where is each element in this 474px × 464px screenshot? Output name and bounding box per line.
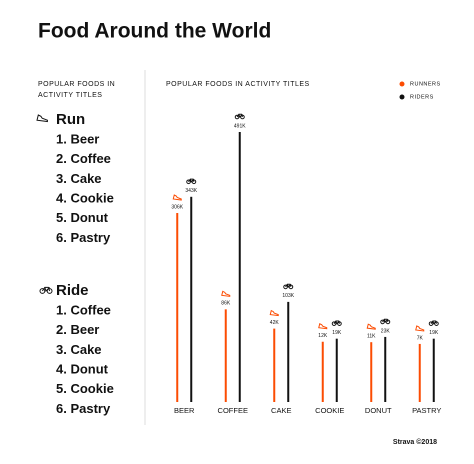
x-tick-label: DONUT <box>365 406 392 415</box>
bar <box>287 301 290 402</box>
list-item: 4. Cookie <box>56 191 114 206</box>
value-label: 86K <box>221 301 231 307</box>
bike-icon <box>380 318 391 325</box>
bike-wheel <box>283 284 288 290</box>
bike-frame <box>333 320 340 325</box>
value-label: 42K <box>270 320 280 326</box>
intro-line: ACTIVITY TITLES <box>38 92 102 99</box>
list-item: 1. Beer <box>56 131 99 146</box>
bar <box>273 328 276 402</box>
bike-wheel <box>191 179 197 185</box>
bike-wheel <box>234 114 240 120</box>
bar <box>370 342 373 402</box>
legend-swatch <box>399 94 405 100</box>
value-label: 491K <box>234 123 246 129</box>
list-item: 1. Coffee <box>56 302 111 317</box>
list-heading: Run <box>56 111 85 128</box>
value-label: 19K <box>429 330 439 336</box>
bar <box>418 343 421 402</box>
x-tick-label: COFFEE <box>218 406 248 415</box>
footer: Strava ©2018 <box>393 438 437 446</box>
bike-icon <box>428 320 439 326</box>
intro-line: POPULAR FOODS IN <box>38 81 115 88</box>
shoe-icon <box>415 325 425 332</box>
chart-title: POPULAR FOODS IN ACTIVITY TITLES <box>166 81 310 88</box>
bar <box>321 341 324 402</box>
list-item: 2. Coffee <box>56 151 111 166</box>
bike-frame <box>382 318 389 323</box>
x-tick-label: BEER <box>174 406 195 415</box>
bike-icon <box>283 283 294 290</box>
value-label: 23K <box>381 328 391 334</box>
bar <box>432 338 435 402</box>
shoe-icon <box>366 323 376 330</box>
bike-icon <box>186 178 197 185</box>
bar <box>384 336 387 402</box>
list-item: 6. Pastry <box>56 230 111 245</box>
shoe-icon <box>221 290 231 297</box>
bike-frame <box>430 320 437 325</box>
shoe-icon <box>172 194 182 201</box>
x-tick-label: COOKIE <box>315 406 344 415</box>
value-label: 306K <box>171 204 183 210</box>
value-label: 19K <box>332 330 342 336</box>
shoe-icon <box>318 323 328 330</box>
bar <box>190 196 193 402</box>
legend-label: RUNNERS <box>410 81 441 87</box>
value-label: 103K <box>282 293 294 299</box>
shoe-icon <box>269 309 279 317</box>
value-label: 7K <box>417 335 424 341</box>
bike-icon <box>234 113 245 120</box>
value-label: 343K <box>185 188 197 194</box>
bar <box>176 213 179 402</box>
shoe-icon <box>36 114 48 123</box>
bike-wheel <box>46 288 53 294</box>
legend-label: RIDERS <box>410 94 434 100</box>
bike-frame <box>188 178 195 183</box>
bike-wheel <box>240 114 245 120</box>
bike-wheel <box>331 321 337 326</box>
bar <box>224 309 227 402</box>
bike-wheel <box>428 321 434 326</box>
bike-icon <box>39 286 53 294</box>
legend-swatch <box>399 81 405 87</box>
list-item: 5. Donut <box>56 210 109 225</box>
list-item: 3. Cake <box>56 342 102 357</box>
bike-frame <box>236 113 243 118</box>
list-item: 6. Pastry <box>56 401 111 416</box>
bike-wheel <box>385 319 391 325</box>
bike-wheel <box>337 321 342 326</box>
list-item: 3. Cake <box>56 171 102 186</box>
list-item: 4. Donut <box>56 362 109 377</box>
list-heading: Ride <box>56 282 89 299</box>
value-label: 11K <box>367 334 376 340</box>
page-title: Food Around the World <box>38 20 271 43</box>
bar <box>335 338 338 402</box>
value-label: 12K <box>318 333 328 339</box>
bike-wheel <box>39 288 46 294</box>
bike-frame <box>285 283 292 288</box>
bike-wheel <box>288 284 294 290</box>
bike-frame <box>41 286 51 292</box>
bike-wheel <box>186 179 191 185</box>
x-tick-label: CAKE <box>271 406 291 415</box>
list-item: 5. Cookie <box>56 381 114 396</box>
bar <box>238 132 241 402</box>
bike-wheel <box>434 321 439 326</box>
x-tick-label: PASTRY <box>412 406 441 415</box>
bike-icon <box>331 320 342 326</box>
bike-wheel <box>380 319 385 325</box>
list-item: 2. Beer <box>56 322 99 337</box>
